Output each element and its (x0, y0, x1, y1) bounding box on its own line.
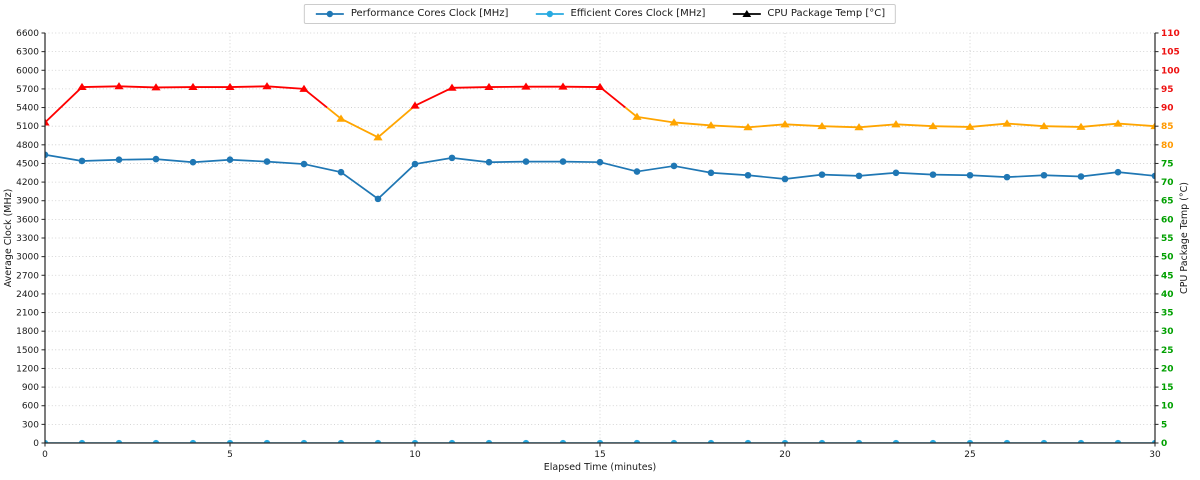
svg-text:105: 105 (1161, 48, 1180, 58)
svg-text:40: 40 (1161, 290, 1174, 300)
legend-label-cpu-package-temp: CPU Package Temp [°C] (767, 8, 886, 19)
svg-text:50: 50 (1161, 253, 1174, 263)
svg-text:0: 0 (42, 450, 48, 460)
svg-text:5400: 5400 (16, 104, 39, 114)
svg-text:4200: 4200 (16, 178, 39, 188)
temp-line-swatch-icon (731, 8, 761, 20)
svg-text:3900: 3900 (16, 197, 39, 207)
svg-text:110: 110 (1161, 29, 1180, 39)
right-axis-title: CPU Package Temp (°C) (1179, 182, 1190, 294)
left-axis-title: Average Clock (MHz) (3, 189, 14, 288)
series-performance-cores (45, 151, 1155, 203)
svg-text:2700: 2700 (16, 271, 39, 281)
svg-text:55: 55 (1161, 234, 1174, 244)
svg-text:4800: 4800 (16, 141, 39, 151)
svg-text:900: 900 (22, 383, 39, 393)
svg-text:100: 100 (1161, 66, 1180, 76)
legend-label-efficient-cores: Efficient Cores Clock [MHz] (570, 8, 706, 19)
svg-text:25: 25 (964, 450, 975, 460)
svg-text:2400: 2400 (16, 290, 39, 300)
svg-text:3000: 3000 (16, 253, 39, 263)
x-axis-title: Elapsed Time (minutes) (544, 462, 656, 473)
legend-label-performance-cores: Performance Cores Clock [MHz] (350, 8, 509, 19)
svg-text:15: 15 (594, 450, 605, 460)
svg-text:95: 95 (1161, 85, 1174, 95)
right-axis-ticks: 0 5 10 15 20 25 30 35 40 45 50 55 60 65 70 75 80 85 90 95 10… (1155, 29, 1180, 449)
svg-text:30: 30 (1161, 327, 1174, 337)
svg-text:3300: 3300 (16, 234, 39, 244)
svg-text:60: 60 (1161, 215, 1174, 225)
svg-text:6600: 6600 (16, 29, 39, 39)
svg-text:75: 75 (1161, 159, 1174, 169)
svg-text:30: 30 (1149, 450, 1161, 460)
legend-item-cpu-package-temp[interactable]: CPU Package Temp [°C] (731, 8, 885, 20)
svg-text:65: 65 (1161, 197, 1174, 207)
svg-text:5100: 5100 (16, 122, 39, 132)
svg-text:3600: 3600 (16, 215, 39, 225)
series-efficient-cores (45, 439, 1155, 443)
svg-text:80: 80 (1161, 141, 1174, 151)
svg-text:6000: 6000 (16, 66, 39, 76)
svg-text:25: 25 (1161, 346, 1174, 356)
left-axis-ticks: 0 300 600 900 1200 1500 1800 2100 2400 2700 3000 33… (16, 29, 45, 449)
svg-text:70: 70 (1161, 178, 1174, 188)
x-axis-ticks: 0 5 10 15 20 25 30 (42, 443, 1161, 460)
svg-text:300: 300 (22, 420, 39, 430)
chart-legend: Performance Cores Clock [MHz] Efficient … (303, 4, 897, 24)
svg-text:10: 10 (1161, 402, 1174, 412)
svg-text:0: 0 (33, 439, 39, 449)
svg-text:85: 85 (1161, 122, 1174, 132)
svg-text:4500: 4500 (16, 159, 39, 169)
legend-item-performance-cores[interactable]: Performance Cores Clock [MHz] (315, 8, 509, 20)
grid-lines (45, 32, 1155, 443)
svg-text:2100: 2100 (16, 309, 39, 319)
svg-text:1500: 1500 (16, 346, 39, 356)
series-cpu-package-temp (45, 82, 1155, 141)
svg-text:1800: 1800 (16, 327, 39, 337)
svg-text:1200: 1200 (16, 364, 39, 374)
performance-line-swatch-icon (315, 8, 345, 20)
svg-text:20: 20 (1161, 364, 1174, 374)
svg-text:15: 15 (1161, 383, 1174, 393)
svg-text:0: 0 (1161, 439, 1167, 449)
legend-item-efficient-cores[interactable]: Efficient Cores Clock [MHz] (534, 8, 705, 20)
svg-text:45: 45 (1161, 271, 1174, 281)
efficient-line-swatch-icon (534, 8, 564, 20)
svg-text:10: 10 (409, 450, 421, 460)
svg-text:90: 90 (1161, 104, 1174, 114)
svg-text:600: 600 (22, 402, 39, 412)
svg-text:5: 5 (227, 450, 233, 460)
svg-text:5700: 5700 (16, 85, 39, 95)
svg-text:20: 20 (779, 450, 791, 460)
svg-text:5: 5 (1161, 420, 1167, 430)
svg-text:6300: 6300 (16, 48, 39, 58)
svg-text:35: 35 (1161, 309, 1174, 319)
